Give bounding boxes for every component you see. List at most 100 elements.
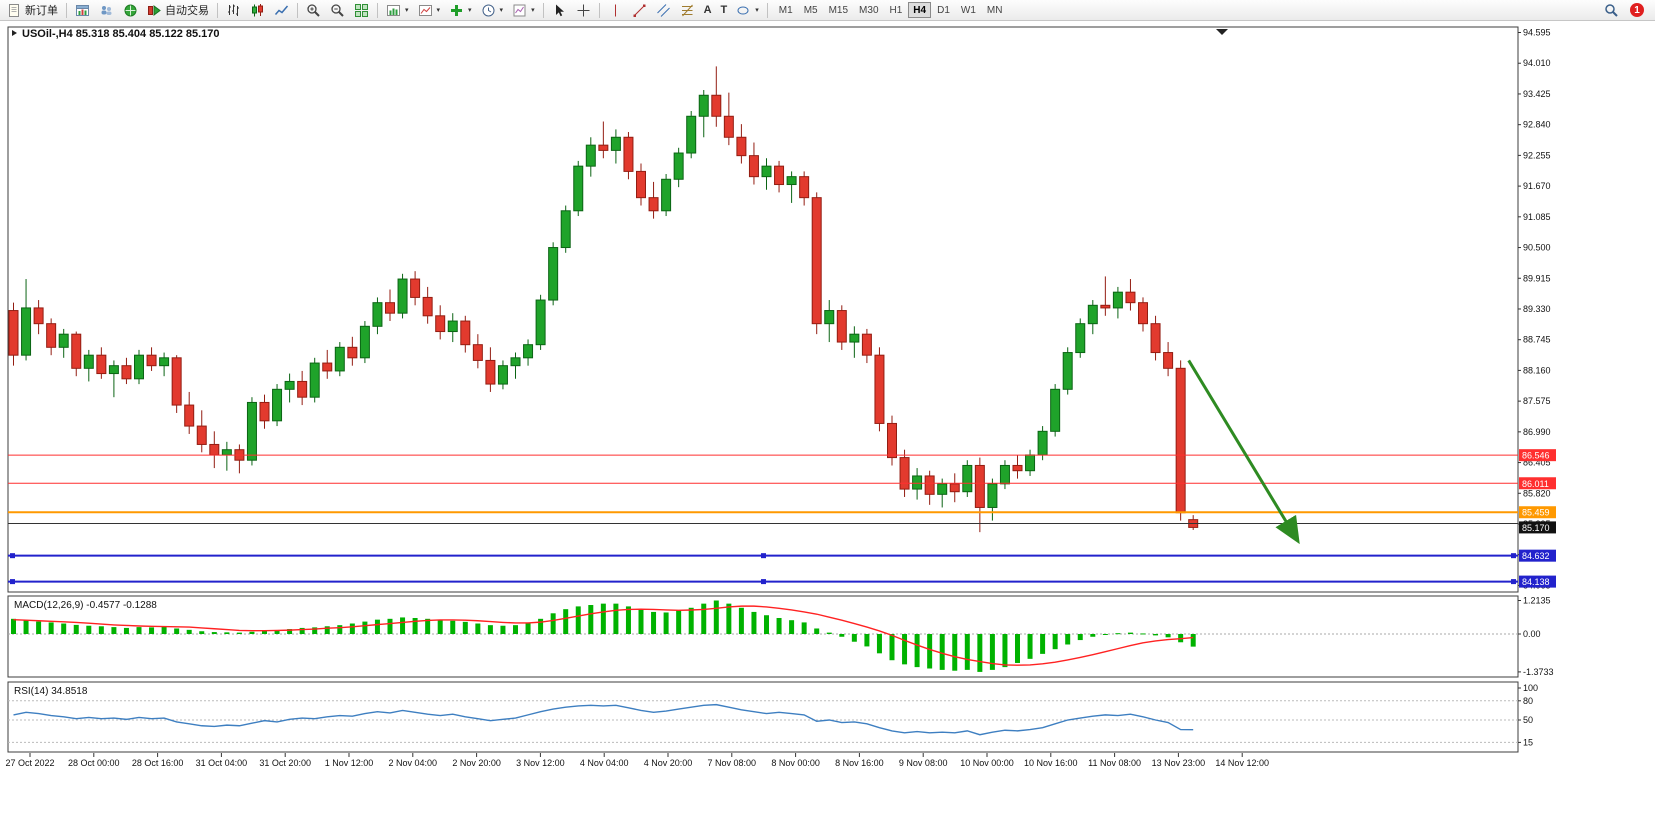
- new-order-button[interactable]: 新订单: [3, 1, 62, 20]
- toolbar-separator: [542, 2, 544, 18]
- timeframe-button-d1[interactable]: D1: [932, 2, 955, 18]
- template-page-icon: [512, 3, 527, 18]
- dropdown-caret-icon: ▾: [755, 6, 759, 14]
- chart-title: USOil-,H4 85.318 85.404 85.122 85.170: [22, 28, 220, 40]
- svg-text:2 Nov 04:00: 2 Nov 04:00: [389, 758, 438, 768]
- profiles-icon: [99, 3, 114, 18]
- search-icon: [1604, 3, 1619, 18]
- new-chart-button[interactable]: [71, 1, 94, 20]
- horizontal-line-object[interactable]: [8, 579, 1518, 585]
- chart-window-green-icon: [386, 3, 401, 18]
- zoom-in-button[interactable]: [302, 1, 325, 20]
- chart-window-line-icon: [418, 3, 433, 18]
- dropdown-caret-icon: ▾: [468, 6, 472, 14]
- timeframe-button-h1[interactable]: H1: [885, 2, 908, 18]
- add-indicator-button[interactable]: ▾: [445, 1, 476, 20]
- auto-trading-label: 自动交易: [165, 5, 209, 17]
- crosshair-button[interactable]: [572, 1, 595, 20]
- toolbar-separator: [766, 2, 768, 18]
- profiles-button[interactable]: [95, 1, 118, 20]
- dropdown-caret-icon: ▾: [436, 6, 441, 14]
- tile-windows-button[interactable]: [350, 1, 373, 20]
- toolbar-separator: [377, 2, 378, 18]
- macd-panel: [7, 595, 1519, 678]
- chart-shift-marker[interactable]: [1216, 29, 1228, 35]
- svg-text:87.575: 87.575: [1523, 396, 1551, 406]
- label-tool-button[interactable]: T: [717, 1, 732, 19]
- toolbar-separator: [297, 2, 298, 18]
- dropdown-caret-icon: ▾: [499, 6, 504, 14]
- timeframe-button-h4[interactable]: H4: [908, 2, 932, 18]
- price-tag: 86.546: [1519, 449, 1556, 462]
- svg-text:0.00: 0.00: [1523, 629, 1541, 639]
- candlestick-icon: [250, 3, 265, 18]
- svg-text:27 Oct 2022: 27 Oct 2022: [5, 758, 54, 768]
- svg-text:31 Oct 20:00: 31 Oct 20:00: [259, 758, 311, 768]
- cursor-arrow-icon: [552, 3, 567, 18]
- svg-text:86.405: 86.405: [1523, 458, 1551, 468]
- shapes-button[interactable]: ▾: [732, 1, 763, 20]
- text-tool-button[interactable]: A: [700, 1, 716, 19]
- timeframe-button-m5[interactable]: M5: [799, 2, 823, 18]
- timeframe-button-m15[interactable]: M15: [824, 2, 853, 18]
- toolbar-separator: [598, 2, 600, 18]
- svg-text:-1.3733: -1.3733: [1523, 667, 1554, 677]
- candlestick-chart-button[interactable]: [246, 1, 269, 20]
- bar-chart-button[interactable]: [222, 1, 245, 20]
- svg-text:94.010: 94.010: [1523, 58, 1551, 68]
- timeframe-button-w1[interactable]: W1: [956, 2, 981, 18]
- svg-text:86.011: 86.011: [1522, 479, 1549, 489]
- svg-text:89.330: 89.330: [1523, 304, 1551, 314]
- svg-text:4 Nov 20:00: 4 Nov 20:00: [644, 758, 693, 768]
- svg-text:1.2135: 1.2135: [1523, 596, 1551, 606]
- timeframe-button-m30[interactable]: M30: [854, 2, 883, 18]
- navigator-button[interactable]: [119, 1, 142, 20]
- templates-button[interactable]: ▾: [508, 1, 539, 20]
- trendline-button[interactable]: [628, 1, 651, 20]
- new-order-icon: [7, 3, 22, 18]
- svg-text:86.546: 86.546: [1522, 451, 1550, 461]
- toolbar-right-tools: 1: [1600, 1, 1652, 20]
- svg-text:2 Nov 20:00: 2 Nov 20:00: [452, 758, 501, 768]
- price-tag: 86.011: [1519, 477, 1556, 490]
- svg-text:7 Nov 08:00: 7 Nov 08:00: [708, 758, 757, 768]
- line-chart-button[interactable]: [270, 1, 293, 20]
- cursor-button[interactable]: [548, 1, 571, 20]
- svg-text:4 Nov 04:00: 4 Nov 04:00: [580, 758, 629, 768]
- svg-text:91.085: 91.085: [1523, 212, 1551, 222]
- svg-text:89.915: 89.915: [1523, 273, 1551, 283]
- timeframe-group: M1 M5 M15 M30 H1 H4 D1 W1 MN: [774, 2, 1008, 18]
- channel-button[interactable]: [652, 1, 675, 20]
- dropdown-caret-icon: ▾: [531, 6, 535, 14]
- periods-button[interactable]: ▾: [477, 1, 508, 20]
- chart-template-button-1[interactable]: ▾: [382, 1, 413, 20]
- horizontal-line-object[interactable]: [8, 553, 1518, 559]
- trend-arrow-annotation[interactable]: [1187, 359, 1300, 545]
- svg-text:86.990: 86.990: [1523, 427, 1551, 437]
- vertical-line-button[interactable]: [604, 1, 627, 20]
- timeframe-button-mn[interactable]: MN: [982, 2, 1008, 18]
- fibonacci-button[interactable]: [676, 1, 699, 20]
- toolbar-separator: [66, 2, 67, 18]
- notification-badge[interactable]: 1: [1630, 3, 1644, 17]
- svg-text:14 Nov 12:00: 14 Nov 12:00: [1215, 758, 1269, 768]
- svg-text:80: 80: [1523, 696, 1533, 706]
- search-button[interactable]: [1600, 1, 1623, 20]
- timeframe-button-m1[interactable]: M1: [774, 2, 798, 18]
- trendline-icon: [632, 3, 647, 18]
- chart-template-button-2[interactable]: ▾: [414, 1, 445, 20]
- auto-trading-button[interactable]: 自动交易: [143, 1, 213, 20]
- zoom-out-button[interactable]: [326, 1, 349, 20]
- svg-text:3 Nov 12:00: 3 Nov 12:00: [516, 758, 565, 768]
- auto-trading-icon: [147, 3, 162, 18]
- svg-text:92.840: 92.840: [1523, 120, 1551, 130]
- price-tag: 84.138: [1519, 575, 1556, 588]
- time-axis: 27 Oct 2022 28 Oct 00:00 28 Oct 16:00 31 Oc…: [5, 753, 1269, 768]
- ohlc-expand-triangle[interactable]: [12, 30, 17, 36]
- svg-text:92.255: 92.255: [1523, 150, 1551, 160]
- rsi-indicator: RSI(14) 34.8518 100 80 50 15: [8, 683, 1538, 747]
- candlestick-series[interactable]: [8, 66, 1199, 533]
- green-plus-icon: [449, 3, 464, 18]
